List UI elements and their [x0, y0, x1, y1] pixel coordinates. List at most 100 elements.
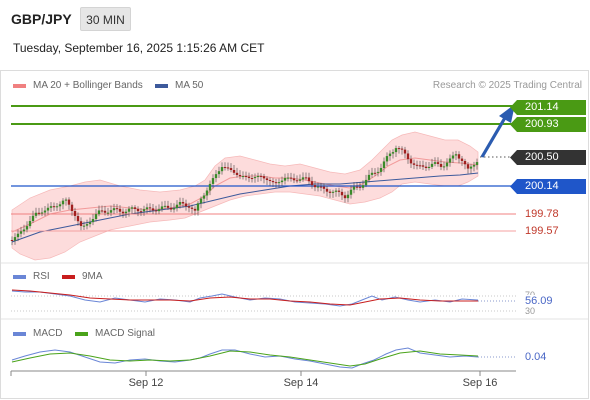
legend-rsi-ma-label: 9MA — [82, 271, 103, 282]
candle-body — [202, 195, 206, 199]
forecast-arrow-head — [499, 104, 515, 123]
candle-body — [145, 207, 149, 210]
candle-body — [169, 207, 173, 210]
candle-body — [127, 208, 131, 212]
candle-body — [58, 204, 62, 207]
candle-body — [121, 211, 125, 214]
candle-body — [178, 201, 182, 205]
candle-body — [91, 219, 95, 223]
candle-body — [277, 182, 281, 184]
candle-body — [61, 200, 65, 205]
candle-body — [34, 212, 38, 216]
candle-body — [328, 191, 332, 193]
rsi-swatch — [13, 274, 26, 279]
candle-body — [409, 159, 413, 164]
candle-body — [16, 233, 20, 238]
x-axis-label: Sep 14 — [283, 377, 319, 389]
candle-body — [439, 163, 443, 167]
candle-body — [457, 154, 461, 159]
macd-signal-line — [11, 350, 479, 367]
x-axis-label: Sep 16 — [462, 377, 498, 389]
candle-body — [82, 225, 86, 227]
candle-body — [181, 201, 185, 204]
candle-body — [220, 167, 224, 172]
tag-notch — [510, 100, 517, 115]
candle-body — [238, 174, 242, 177]
candle-body — [307, 177, 311, 182]
candle-body — [247, 176, 251, 179]
candle-body — [280, 180, 284, 183]
candle-body — [25, 226, 29, 230]
candle-body — [265, 178, 269, 181]
candle-body — [172, 208, 176, 210]
candle-body — [376, 171, 380, 173]
bollinger-swatch — [13, 83, 26, 88]
candle-body — [88, 222, 92, 225]
candle-body — [73, 210, 77, 216]
candle-body — [391, 152, 395, 154]
ma50-line — [11, 172, 479, 243]
candle-body — [253, 177, 257, 179]
candlesticks — [10, 145, 479, 246]
tag-notch — [510, 150, 517, 165]
candle-body — [118, 208, 122, 212]
candle-body — [400, 148, 404, 150]
candle-body — [148, 207, 152, 209]
candle-body — [304, 177, 308, 179]
candle-body — [424, 166, 428, 169]
legend-macd-label: MACD — [33, 328, 63, 339]
candle-body — [301, 177, 305, 180]
candle-body — [142, 209, 146, 212]
candle-body — [136, 208, 140, 212]
candle-body — [271, 181, 275, 183]
candle-body — [211, 178, 215, 184]
candle-body — [160, 206, 164, 210]
candle-body — [112, 208, 116, 211]
bollinger-band — [11, 131, 479, 261]
research-credit: Research © 2025 Trading Central — [432, 80, 582, 91]
candle-body — [244, 176, 248, 178]
candle-body — [337, 190, 341, 192]
candle-body — [343, 195, 347, 199]
level-tag-pivot: 200.14 — [517, 179, 586, 194]
candle-body — [235, 172, 239, 175]
candle-body — [196, 203, 200, 211]
candle-body — [154, 210, 158, 212]
candle-body — [370, 172, 374, 175]
candle-body — [322, 186, 326, 189]
forecast-arrow-line — [480, 115, 508, 158]
candle-body — [52, 206, 56, 208]
candle-body — [94, 214, 98, 220]
candle-body — [385, 156, 389, 162]
candle-body — [319, 186, 323, 188]
candle-body — [115, 208, 119, 210]
candle-body — [175, 204, 179, 209]
candle-body — [463, 160, 467, 165]
legend-macd-signal-label: MACD Signal — [95, 328, 156, 339]
legend-bollinger: MA 20 + Bollinger Bands — [13, 80, 143, 91]
candle-body — [97, 210, 101, 215]
candle-body — [76, 215, 80, 222]
candle-body — [466, 164, 470, 169]
candle-body — [130, 207, 134, 209]
candle-body — [355, 186, 359, 188]
candle-body — [379, 168, 383, 172]
candle-body — [418, 165, 422, 167]
candle-body — [184, 203, 188, 207]
candle-body — [67, 199, 71, 205]
candle-body — [13, 237, 17, 241]
candle-body — [475, 162, 479, 165]
candle-body — [349, 189, 353, 195]
candle-body — [472, 164, 476, 167]
timeframe-button[interactable]: 30 MIN — [80, 7, 131, 31]
candle-body — [28, 221, 32, 227]
candle-body — [208, 183, 212, 191]
candle-body — [46, 207, 50, 211]
level-label-s1: 199.78 — [525, 208, 559, 220]
candle-body — [364, 179, 368, 186]
candle-body — [283, 177, 287, 181]
candle-body — [436, 162, 440, 164]
candle-body — [79, 221, 83, 226]
candle-body — [292, 178, 296, 181]
